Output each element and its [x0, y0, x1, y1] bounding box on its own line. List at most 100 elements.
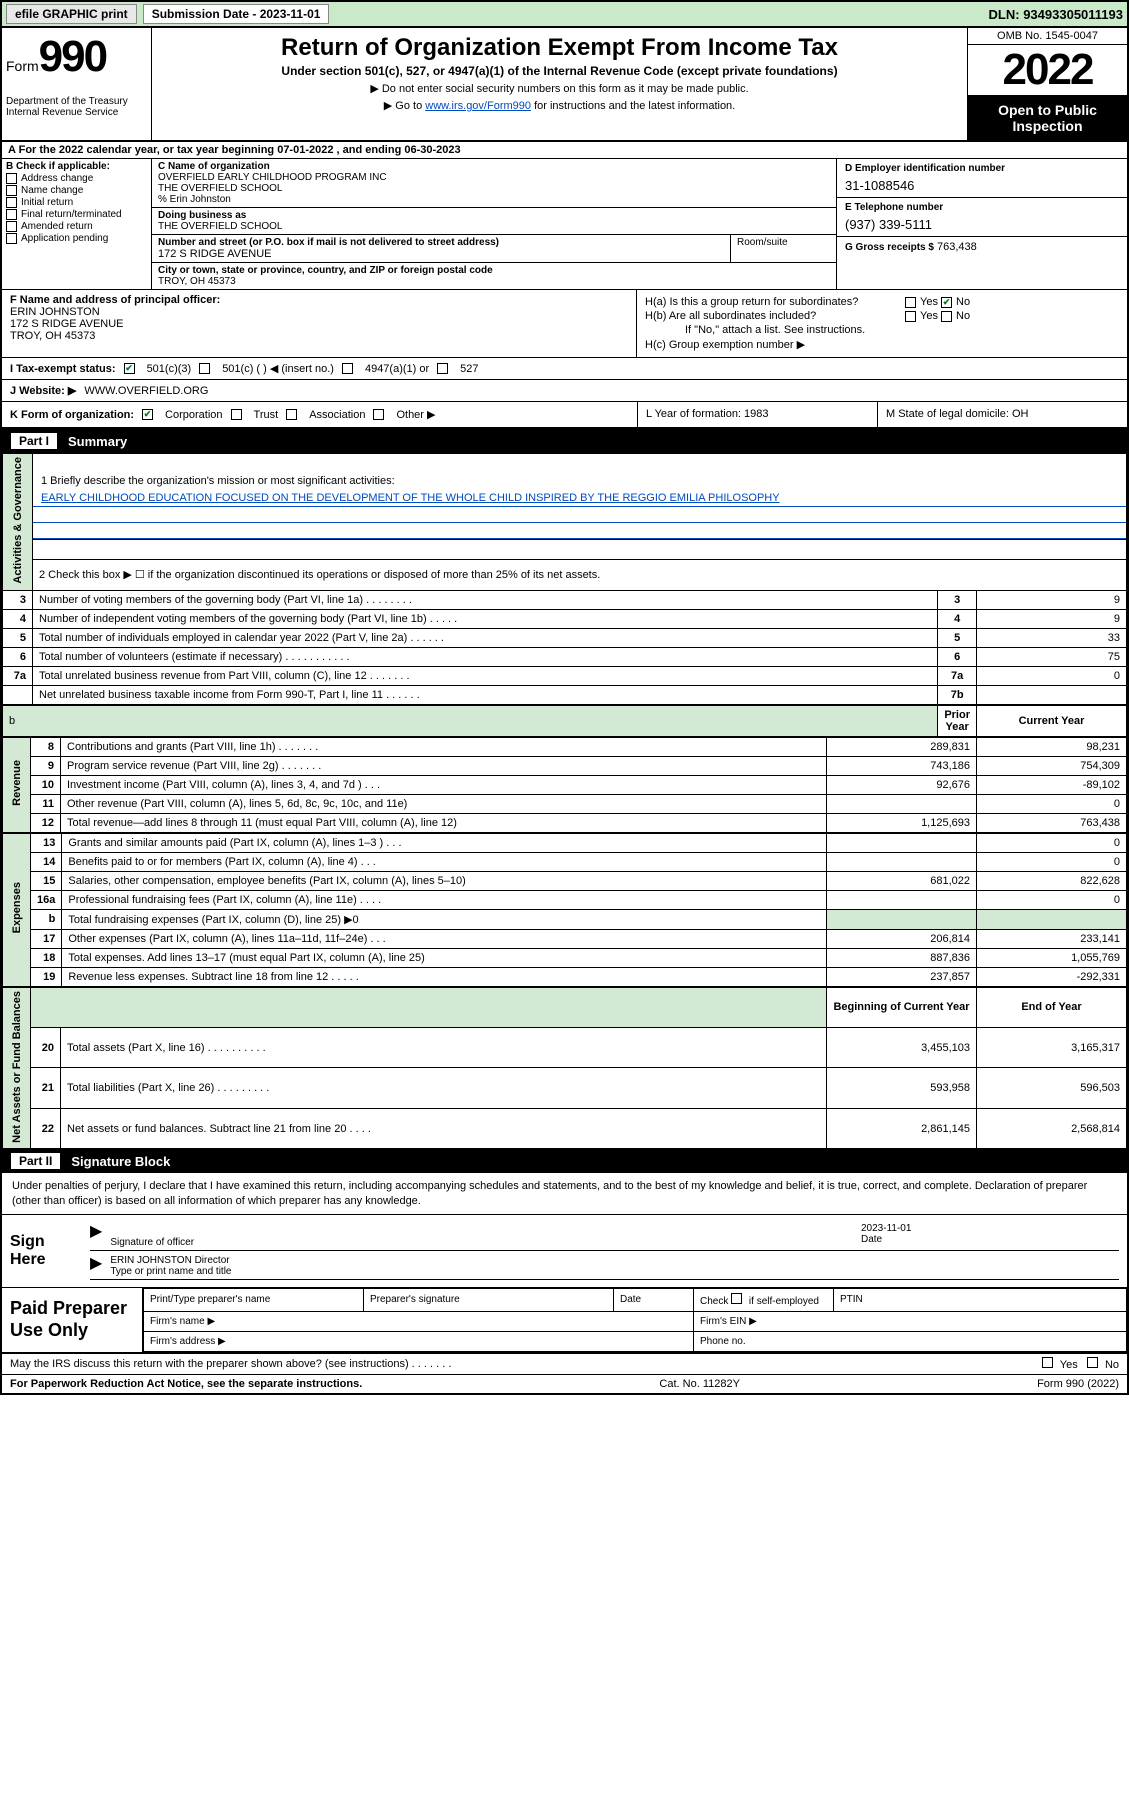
form-number: 990 [39, 32, 106, 81]
beg-value: 593,958 [827, 1068, 977, 1108]
col-beg: Beginning of Current Year [827, 987, 977, 1027]
4947-checkbox[interactable] [342, 363, 353, 374]
hb-label: H(b) Are all subordinates included? [645, 310, 905, 322]
org-name-3: % Erin Johnston [158, 194, 830, 205]
opt-501c: 501(c) ( ) ◀ (insert no.) [222, 362, 334, 375]
prior-value: 92,676 [827, 775, 977, 794]
b-checkbox[interactable] [6, 173, 17, 184]
line-text: Investment income (Part VIII, column (A)… [61, 775, 827, 794]
part-ii-title: Signature Block [71, 1154, 170, 1169]
b-checkbox[interactable] [6, 221, 17, 232]
dba-value: THE OVERFIELD SCHOOL [158, 221, 830, 232]
name-label: Type or print name and title [110, 1266, 231, 1277]
opt-4947: 4947(a)(1) or [365, 363, 429, 375]
part-i-label: Part I [10, 432, 58, 450]
page-title: Return of Organization Exempt From Incom… [162, 34, 957, 62]
prep-date-hdr: Date [614, 1288, 694, 1311]
c-name-label: C Name of organization [158, 161, 830, 172]
col-end: End of Year [977, 987, 1127, 1027]
section-j: J Website: ▶ WWW.OVERFIELD.ORG [2, 380, 1127, 401]
b-checkbox[interactable] [6, 209, 17, 220]
prior-value: 206,814 [827, 929, 977, 948]
b-checkbox[interactable] [6, 233, 17, 244]
line-num: 11 [31, 794, 61, 813]
irs-link[interactable]: www.irs.gov/Form990 [425, 100, 531, 112]
line-num: 21 [31, 1068, 61, 1108]
hb-note: If "No," attach a list. See instructions… [645, 324, 1119, 336]
line-num: 20 [31, 1028, 61, 1068]
year-formation: L Year of formation: 1983 [637, 402, 877, 427]
line-value: 75 [977, 647, 1127, 666]
netassets-table: Net Assets or Fund BalancesBeginning of … [2, 987, 1127, 1150]
line-text: Professional fundraising fees (Part IX, … [62, 890, 827, 909]
ein-value: 31-1088546 [845, 178, 1119, 193]
curr-value: 0 [977, 890, 1127, 909]
org-name-1: OVERFIELD EARLY CHILDHOOD PROGRAM INC [158, 172, 830, 183]
opt-other: Other ▶ [396, 408, 435, 421]
col-curr: Current Year [977, 705, 1127, 737]
arrow-icon-2: ▶ [90, 1253, 102, 1279]
corp-checkbox[interactable] [142, 409, 153, 420]
b-item-label: Address change [21, 173, 93, 184]
prior-value: 289,831 [827, 737, 977, 756]
prior-value [827, 852, 977, 871]
officer-addr2: TROY, OH 45373 [10, 330, 628, 342]
hb-no-checkbox[interactable] [941, 311, 952, 322]
line-num: 4 [3, 609, 33, 628]
expense-table: Expenses13Grants and similar amounts pai… [2, 833, 1127, 987]
state-domicile: M State of legal domicile: OH [877, 402, 1127, 427]
line-value: 0 [977, 666, 1127, 685]
city-label: City or town, state or province, country… [158, 265, 830, 276]
check-label: Check [700, 1296, 728, 1307]
self-employed-checkbox[interactable] [731, 1293, 742, 1304]
b-item-label: Initial return [21, 197, 73, 208]
line-text: Total number of individuals employed in … [33, 628, 938, 647]
line-num: 22 [31, 1108, 61, 1148]
trust-checkbox[interactable] [231, 409, 242, 420]
other-checkbox[interactable] [373, 409, 384, 420]
assoc-checkbox[interactable] [286, 409, 297, 420]
501c-checkbox[interactable] [199, 363, 210, 374]
curr-value: 0 [977, 852, 1127, 871]
b-checkbox[interactable] [6, 197, 17, 208]
line-num [3, 685, 33, 705]
efile-print-button[interactable]: efile GRAPHIC print [6, 4, 137, 24]
b-checkbox[interactable] [6, 185, 17, 196]
line-text: Total revenue—add lines 8 through 11 (mu… [61, 813, 827, 832]
prior-value: 237,857 [827, 967, 977, 986]
dba-label: Doing business as [158, 210, 830, 221]
i-label: I Tax-exempt status: [10, 363, 116, 375]
b-item-label: Amended return [21, 221, 93, 232]
ha-no-checkbox[interactable] [941, 297, 952, 308]
opt-assoc: Association [309, 409, 365, 421]
discuss-no-checkbox[interactable] [1087, 1357, 1098, 1368]
line-num: 9 [31, 756, 61, 775]
hb-yes-checkbox[interactable] [905, 311, 916, 322]
b-header: B Check if applicable: [6, 161, 147, 172]
opt-527: 527 [460, 363, 478, 375]
curr-value: 233,141 [977, 929, 1127, 948]
form-footer: Form 990 (2022) [1037, 1378, 1119, 1390]
ha-yes-checkbox[interactable] [905, 297, 916, 308]
revenue-table: Revenue8Contributions and grants (Part V… [2, 737, 1127, 833]
527-checkbox[interactable] [437, 363, 448, 374]
line-num: 12 [31, 813, 61, 832]
firm-ein-label: Firm's EIN ▶ [694, 1311, 1127, 1331]
omb-number: OMB No. 1545-0047 [968, 28, 1127, 45]
officer-typed-name: ERIN JOHNSTON Director [110, 1255, 1117, 1266]
501c3-checkbox[interactable] [124, 363, 135, 374]
line-num: 13 [31, 833, 62, 852]
hc-label: H(c) Group exemption number ▶ [645, 338, 1119, 351]
officer-name: ERIN JOHNSTON [10, 306, 628, 318]
note-ssn: ▶ Do not enter social security numbers o… [162, 82, 957, 95]
opt-corp: Corporation [165, 409, 222, 421]
line-text: Grants and similar amounts paid (Part IX… [62, 833, 827, 852]
ein-label: D Employer identification number [845, 163, 1119, 174]
line-num: b [31, 909, 62, 929]
box-num: 6 [938, 647, 977, 666]
submission-date: Submission Date - 2023-11-01 [143, 4, 330, 24]
self-emp-label: if self-employed [749, 1296, 819, 1307]
discuss-yes-checkbox[interactable] [1042, 1357, 1053, 1368]
line-num: 8 [31, 737, 61, 756]
line-num: 10 [31, 775, 61, 794]
